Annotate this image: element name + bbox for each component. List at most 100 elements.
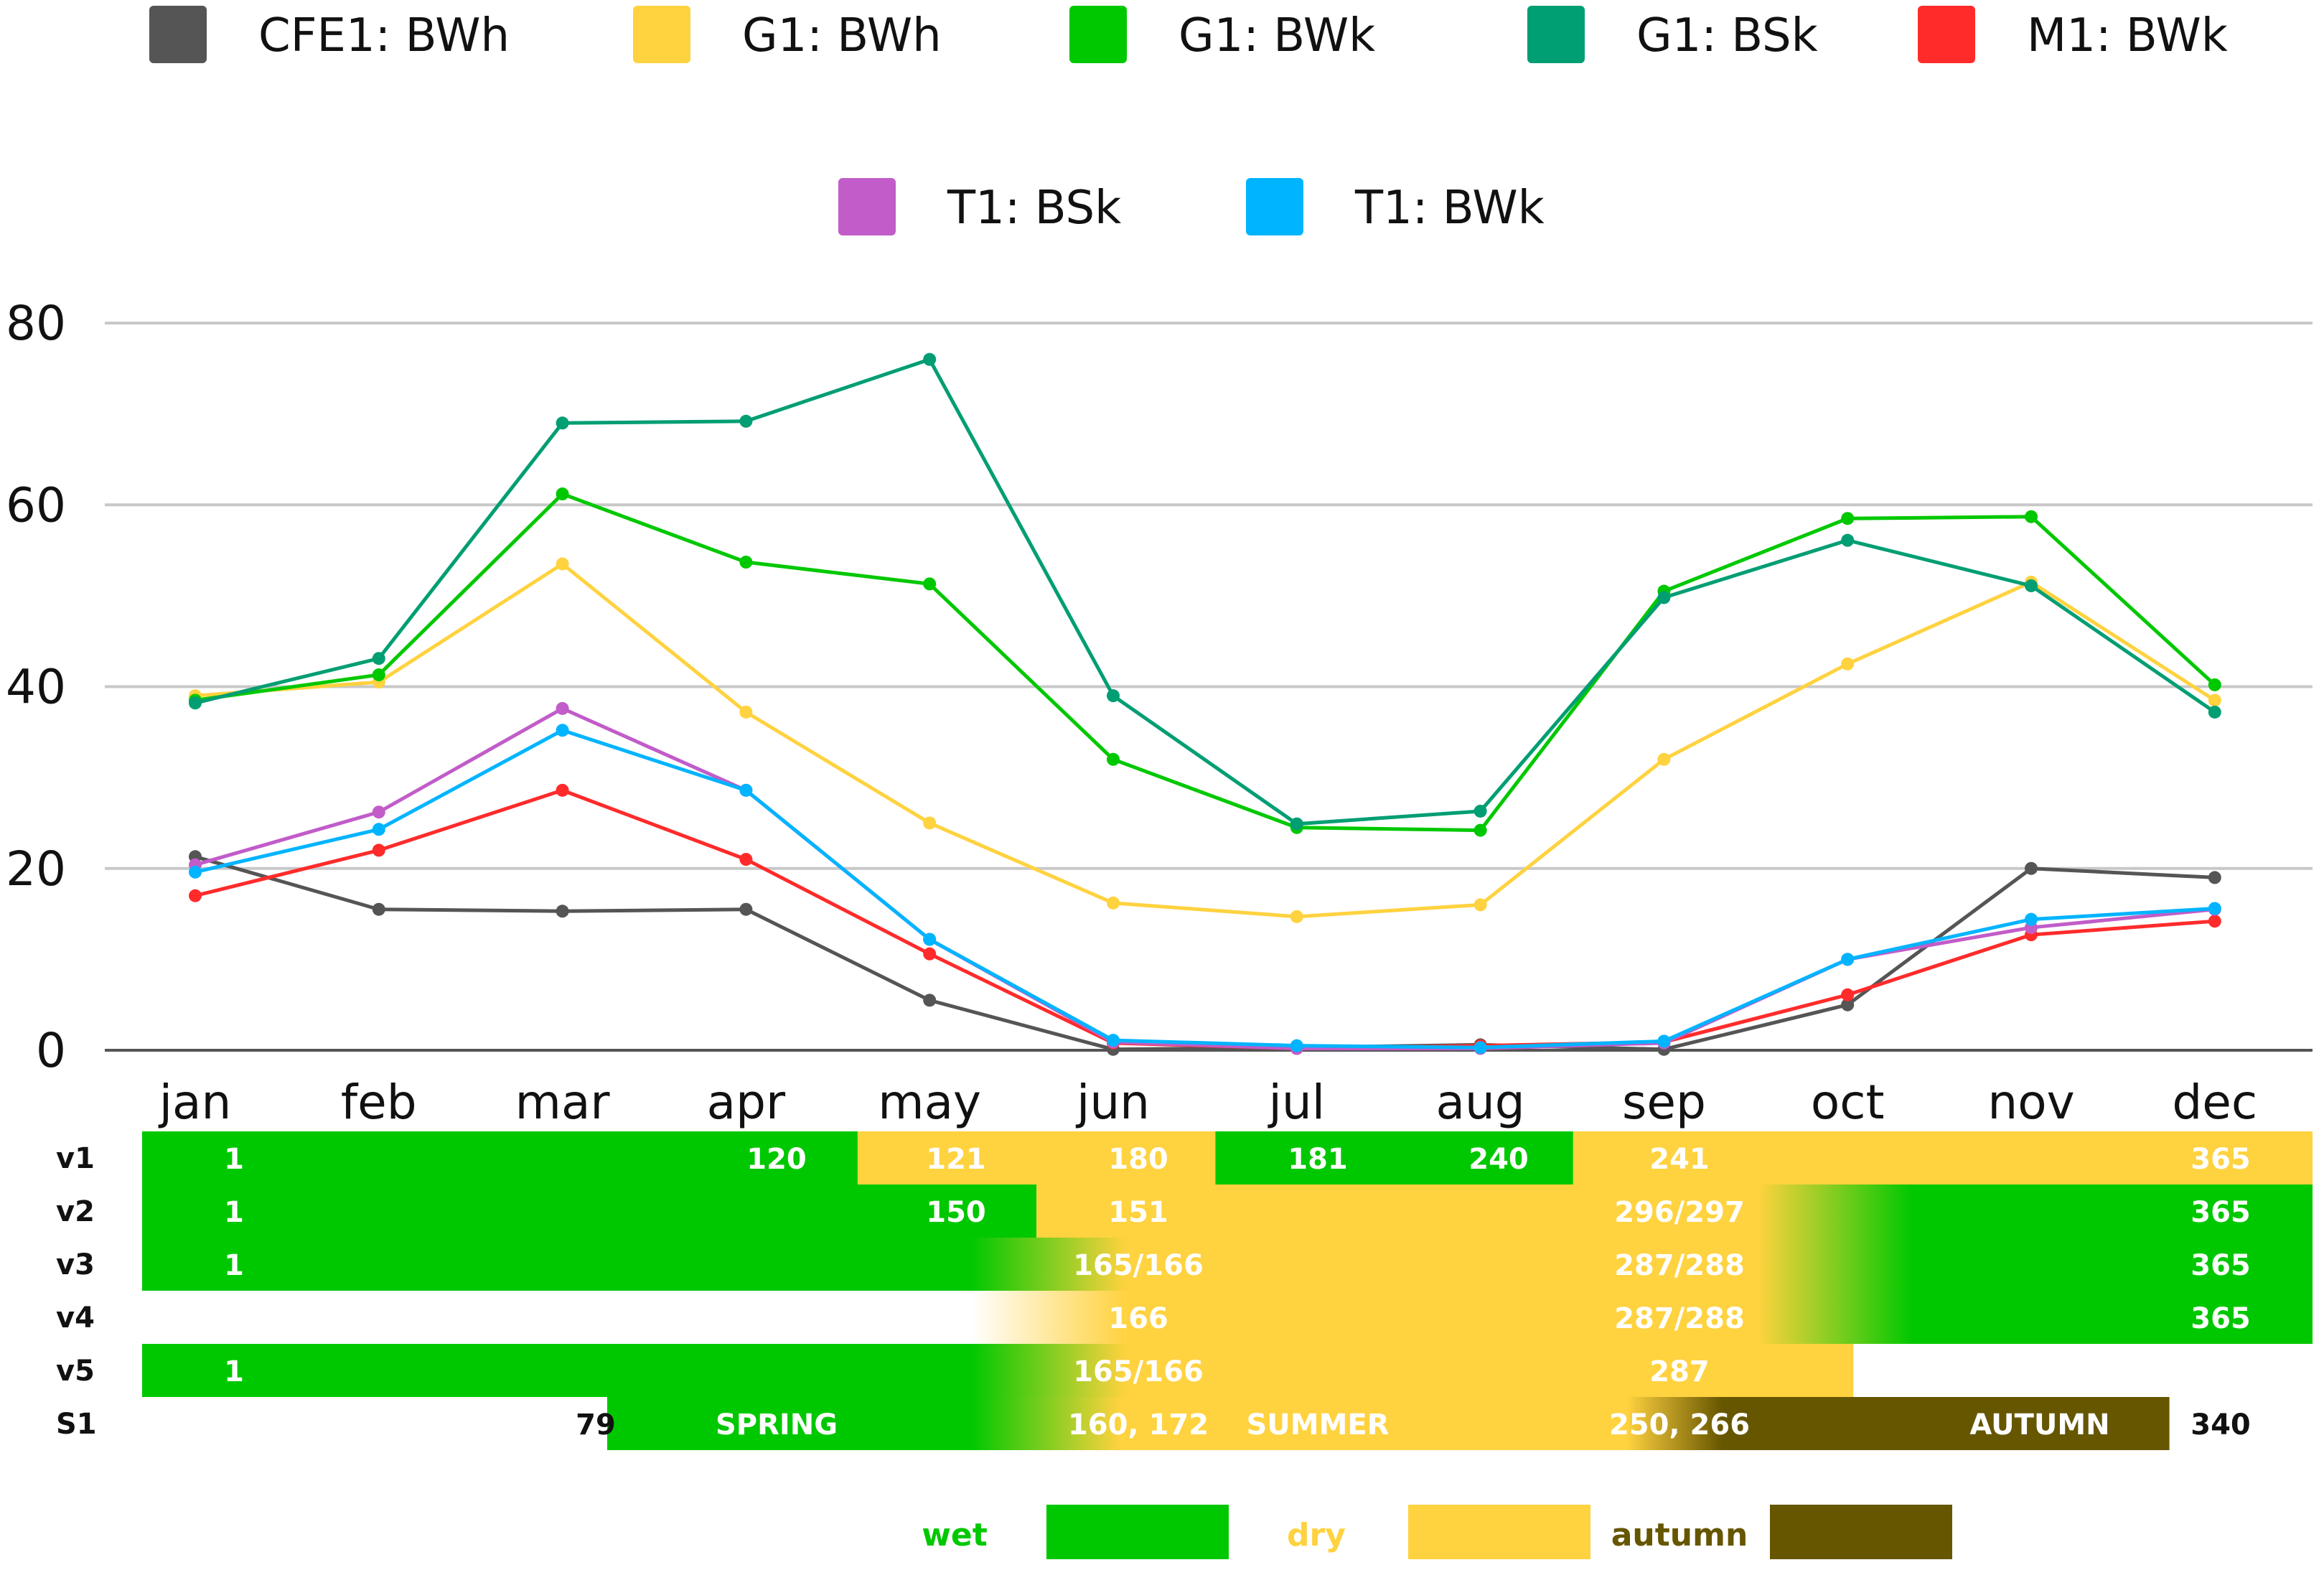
point-g1-bwh-aug xyxy=(1473,898,1487,912)
point-g1-bsk-nov xyxy=(2025,579,2038,592)
legend-label-t1-bsk: T1: BSk xyxy=(947,182,1121,235)
season-label-v1-180: 180 xyxy=(1108,1143,1168,1176)
point-m1-bwk-mar xyxy=(556,783,569,797)
x-tick-jan: jan xyxy=(158,1075,232,1130)
season-segment-v4-1-dry xyxy=(1125,1291,1854,1344)
point-t1-bwk-jan xyxy=(189,865,202,879)
point-t1-bsk-mar xyxy=(556,701,569,715)
series-line-t1-bwk xyxy=(195,728,2215,1050)
series-lines xyxy=(189,352,2221,1056)
point-g1-bwh-apr xyxy=(739,705,753,719)
season-segment-v1-3-wet xyxy=(1215,1131,1573,1184)
season-label-v5-1: 1 xyxy=(224,1355,244,1388)
season-segment-v5-1-wet xyxy=(142,1344,1126,1397)
season-label-v1-240: 240 xyxy=(1468,1143,1529,1176)
point-g1-bwk-apr xyxy=(739,556,753,569)
point-t1-bwk-oct xyxy=(1841,953,1855,966)
season-segment-v5-2-dry xyxy=(1125,1344,1854,1397)
point-g1-bsk-dec xyxy=(2208,705,2221,719)
season-blend-s1-spring-start xyxy=(607,1397,756,1450)
point-t1-bwk-feb xyxy=(372,823,385,836)
season-label-v2-296-297: 296/297 xyxy=(1614,1196,1745,1229)
season-label-S1-autumn: AUTUMN xyxy=(1969,1408,2109,1441)
season-segment-v1-2-dry xyxy=(857,1131,1216,1184)
season-segment-v2-1-wet xyxy=(142,1184,1037,1238)
point-t1-bwk-nov xyxy=(2025,912,2038,926)
season-blend-s1-spring-summer xyxy=(970,1397,1120,1450)
season-label-v4-287-288: 287/288 xyxy=(1614,1302,1745,1335)
x-tick-nov: nov xyxy=(1987,1075,2074,1130)
legend-label-t1-bwk: T1: BWk xyxy=(1354,182,1545,235)
series-g1-bwk xyxy=(189,487,2221,837)
season-label-v2-151: 151 xyxy=(1108,1196,1168,1229)
season-row-label-v5: v5 xyxy=(56,1355,95,1388)
y-tick-0: 0 xyxy=(36,1023,66,1078)
season-label-v3-287-288: 287/288 xyxy=(1614,1249,1745,1282)
y-tick-60: 60 xyxy=(6,477,66,533)
x-tick-oct: oct xyxy=(1811,1075,1885,1130)
season-label-v1-241: 241 xyxy=(1649,1143,1710,1176)
season-row-label-v3: v3 xyxy=(56,1248,95,1281)
axes: 0 20 40 60 80 jan feb mar apr may jun jul aug sep oct n… xyxy=(6,296,2257,1130)
point-t1-bwk-mar xyxy=(556,724,569,737)
legend-swatch-t1-bsk xyxy=(838,178,896,235)
x-tick-mar: mar xyxy=(515,1075,611,1130)
season-key: wet dry autumn xyxy=(922,1505,1952,1559)
season-row-v2: v2 1 150 151 296/297 365 xyxy=(56,1184,2313,1238)
series-t1-bsk xyxy=(189,701,2221,1055)
legend-swatch-g1-bwk xyxy=(1069,6,1127,63)
point-t1-bwk-apr xyxy=(739,783,753,797)
point-t1-bsk-feb xyxy=(372,805,385,819)
legend-label-m1-bwk: M1: BWk xyxy=(2027,9,2228,62)
point-g1-bsk-jun xyxy=(1107,689,1120,703)
point-g1-bwk-mar xyxy=(556,487,569,501)
point-t1-bwk-jul xyxy=(1290,1039,1303,1052)
series-m1-bwk xyxy=(189,783,2221,1055)
series-line-g1-bwh xyxy=(195,562,2216,919)
legend-label-g1-bwh: G1: BWh xyxy=(742,9,942,62)
point-cfe1-bwh-mar xyxy=(556,905,569,918)
legend-swatch-t1-bwk xyxy=(1246,178,1303,235)
point-m1-bwk-oct xyxy=(1841,988,1855,1001)
season-label-v5-165-166: 165/166 xyxy=(1073,1355,1204,1388)
season-segment-v1-1-wet xyxy=(142,1131,858,1184)
legend-label-cfe1-bwh: CFE1: BWh xyxy=(258,9,510,62)
season-label-v3-165-166: 165/166 xyxy=(1073,1249,1204,1282)
x-tick-jul: jul xyxy=(1268,1075,1326,1130)
season-label-S1-summer: SUMMER xyxy=(1246,1408,1389,1441)
point-m1-bwk-apr xyxy=(739,853,753,866)
season-table: v1 1 120 121 180 181 240 241 365 v2 1 150 151 296/297… xyxy=(56,1131,2313,1450)
season-segment-v3-1-wet xyxy=(142,1238,1126,1291)
season-label-v1-121: 121 xyxy=(926,1143,986,1176)
point-cfe1-bwh-feb xyxy=(372,902,385,916)
point-g1-bsk-jan xyxy=(189,696,202,710)
point-t1-bwk-sep xyxy=(1657,1034,1671,1048)
season-segment-v2-3-wet xyxy=(1907,1184,2313,1238)
point-g1-bsk-aug xyxy=(1473,804,1487,818)
season-segment-v3-3-wet xyxy=(1853,1238,2313,1291)
legend: CFE1: BWh G1: BWh G1: BWk G1: BSk M1: BWk T1:… xyxy=(149,6,2228,235)
season-label-S1-79: 79 xyxy=(576,1408,616,1441)
season-blend-v3-dry-wet xyxy=(1758,1238,1913,1291)
point-g1-bwk-jun xyxy=(1107,752,1120,766)
point-cfe1-bwh-nov xyxy=(2025,861,2038,875)
point-m1-bwk-may xyxy=(923,947,937,961)
season-label-S1-160-172: 160, 172 xyxy=(1068,1408,1209,1441)
point-g1-bwk-oct xyxy=(1841,512,1855,525)
point-g1-bwk-nov xyxy=(2025,510,2038,523)
legend-swatch-g1-bsk xyxy=(1527,6,1585,63)
point-g1-bwk-may xyxy=(923,577,937,591)
season-key-label-dry: dry xyxy=(1287,1517,1346,1553)
point-cfe1-bwh-dec xyxy=(2208,871,2221,884)
season-key-label-autumn: autumn xyxy=(1611,1517,1748,1553)
point-g1-bsk-feb xyxy=(372,652,385,665)
gridlines xyxy=(105,322,2313,1052)
season-row-v5: v5 1 165/166 287 xyxy=(56,1344,1854,1397)
season-label-S1-250-266: 250, 266 xyxy=(1609,1408,1750,1441)
season-label-v5-287: 287 xyxy=(1649,1355,1710,1388)
point-g1-bwh-jul xyxy=(1290,910,1303,923)
season-label-v1-120: 120 xyxy=(746,1143,807,1176)
season-row-S1: S1 79 SPRING 160, 172 SUMMER 250, 266 AUTUMN 34… xyxy=(56,1397,2251,1450)
y-tick-40: 40 xyxy=(6,660,66,715)
